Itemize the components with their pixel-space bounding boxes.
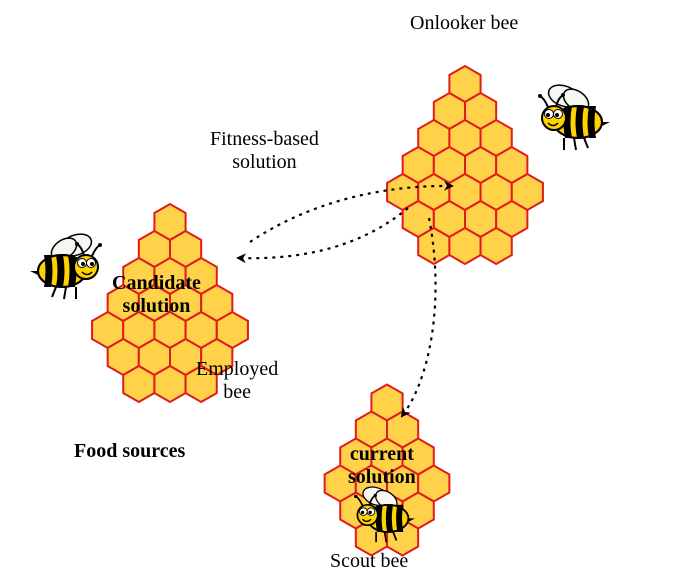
label-candidate-solution: Candidate solution [112,272,201,318]
label-scout-bee: Scout bee [330,550,408,573]
bee-icon [538,81,610,150]
bees-layer [0,0,685,574]
label-employed-bee: Employed bee [196,358,278,404]
label-food-sources: Food sources [74,440,185,463]
label-onlooker-bee: Onlooker bee [410,12,518,35]
bee-icon [30,230,102,299]
label-fitness-based-solution: Fitness-based solution [210,128,319,174]
diagram-stage: { "canvas": { "width": 685, "height": 57… [0,0,685,574]
label-current-solution: current solution [348,443,416,489]
bee-icon [354,484,415,543]
